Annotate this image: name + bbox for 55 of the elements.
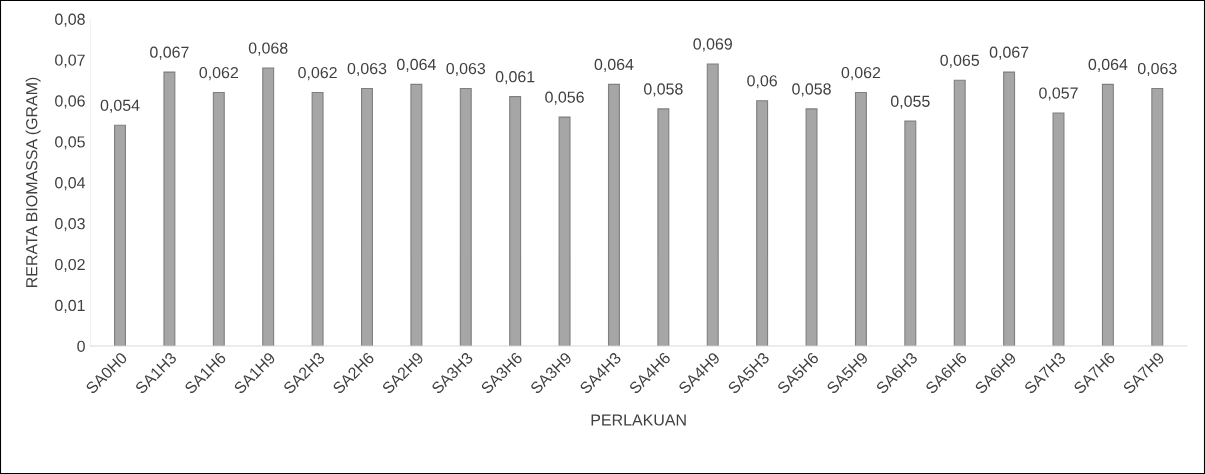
data-label: 0,061 bbox=[495, 71, 535, 85]
bar bbox=[1101, 83, 1114, 347]
bar bbox=[509, 96, 522, 347]
bar bbox=[904, 120, 917, 347]
data-label: 0,068 bbox=[248, 42, 288, 56]
y-tick-label: 0,08 bbox=[55, 13, 85, 27]
data-label: 0,06 bbox=[747, 75, 777, 89]
data-label: 0,062 bbox=[298, 66, 337, 81]
y-tick-label: 0 bbox=[77, 340, 85, 352]
bar bbox=[558, 116, 571, 347]
data-label: 0,064 bbox=[594, 58, 634, 72]
bar bbox=[953, 79, 966, 347]
data-label: 0,063 bbox=[1137, 62, 1177, 77]
data-label: 0,055 bbox=[890, 95, 930, 109]
data-label: 0,067 bbox=[150, 46, 189, 60]
data-label: 0,058 bbox=[643, 83, 683, 97]
bar bbox=[805, 108, 818, 347]
data-label: 0,056 bbox=[545, 91, 584, 105]
data-label: 0,063 bbox=[347, 62, 387, 77]
bar bbox=[657, 108, 670, 347]
data-label: 0,057 bbox=[1039, 87, 1078, 101]
bar bbox=[163, 71, 176, 347]
data-label: 0,062 bbox=[199, 66, 238, 81]
data-label: 0,064 bbox=[1088, 58, 1128, 72]
y-tick-label: 0,01 bbox=[55, 299, 85, 313]
bar bbox=[854, 91, 867, 347]
bar bbox=[459, 87, 472, 347]
data-label: 0,064 bbox=[397, 58, 436, 72]
bar bbox=[1003, 71, 1016, 347]
data-label: 0,063 bbox=[446, 62, 486, 77]
bar bbox=[706, 63, 719, 347]
y-tick-label: 0,07 bbox=[55, 54, 85, 68]
data-label: 0,065 bbox=[940, 54, 980, 68]
data-label: 0,069 bbox=[693, 38, 732, 52]
data-label: 0,054 bbox=[100, 99, 140, 113]
data-label: 0,058 bbox=[792, 83, 831, 97]
data-label: 0,062 bbox=[841, 66, 881, 81]
y-tick-label: 0,06 bbox=[55, 95, 85, 109]
bar bbox=[114, 124, 126, 347]
y-tick-label: 0,02 bbox=[55, 258, 85, 273]
data-label: 0,067 bbox=[989, 46, 1029, 60]
bar bbox=[212, 91, 225, 347]
bar bbox=[360, 87, 373, 347]
bar bbox=[311, 91, 324, 347]
y-tick-label: 0,03 bbox=[55, 218, 85, 232]
bar bbox=[1052, 112, 1065, 347]
y-tick-label: 0,04 bbox=[55, 177, 86, 191]
x-axis-title: PERLAKUAN bbox=[591, 414, 686, 426]
bar bbox=[410, 83, 423, 347]
bar bbox=[756, 100, 769, 347]
bar bbox=[262, 67, 275, 347]
y-axis-title: RERATA BIOMASSA (GRAM) bbox=[25, 77, 41, 287]
y-tick-label: 0,05 bbox=[55, 136, 85, 150]
bar bbox=[1151, 87, 1164, 347]
bar bbox=[607, 83, 620, 347]
